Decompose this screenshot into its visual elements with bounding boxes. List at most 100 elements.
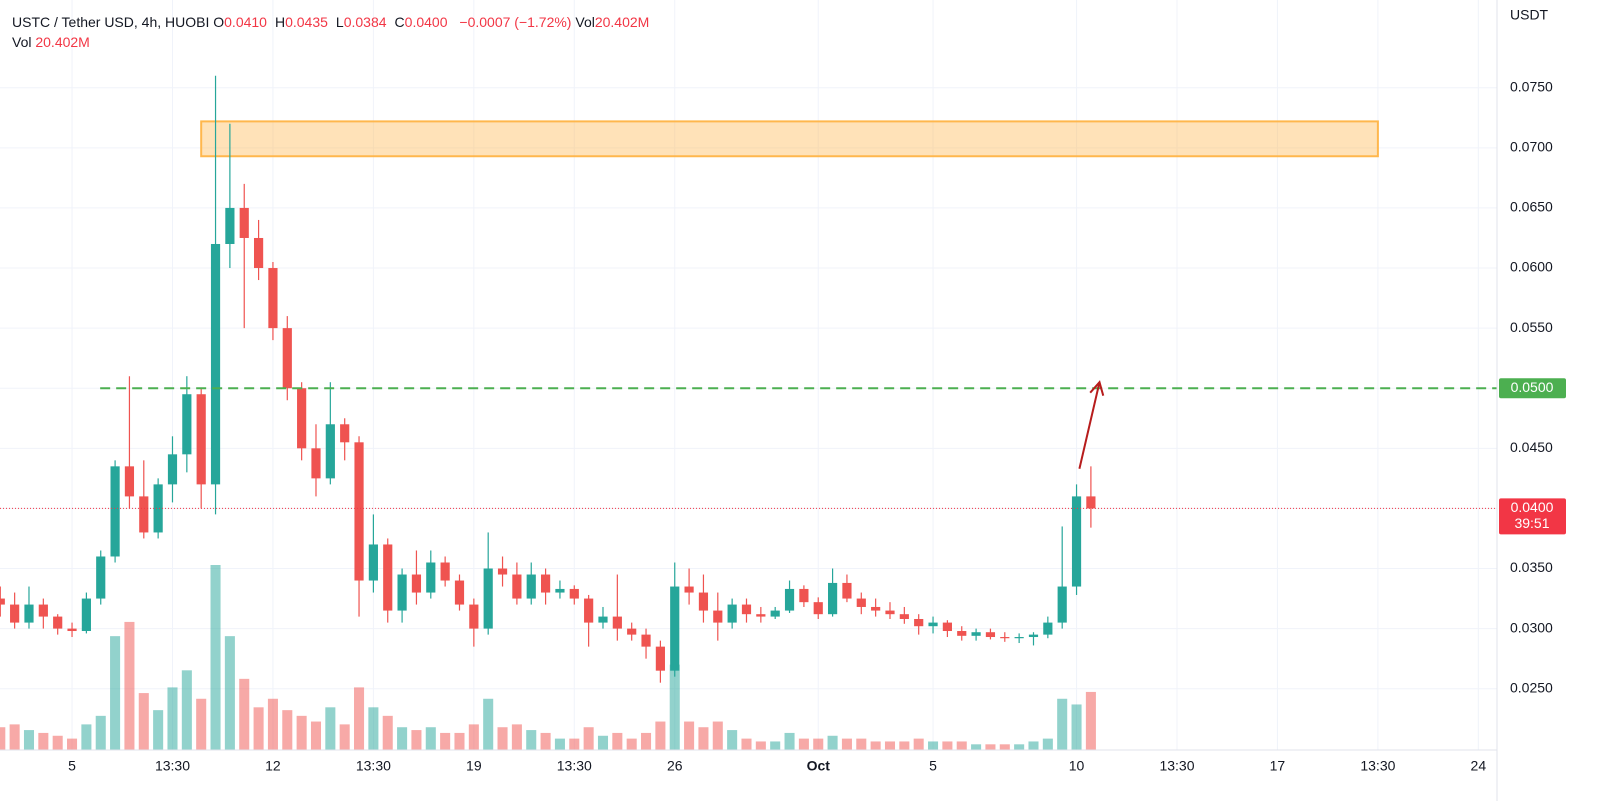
volume-bar bbox=[411, 730, 422, 750]
change: −0.0007 (−1.72%) bbox=[459, 14, 572, 30]
volume-bar bbox=[1014, 744, 1025, 750]
candle-body bbox=[153, 484, 163, 533]
y-tick-label: 0.0650 bbox=[1510, 199, 1553, 215]
candle-body bbox=[655, 646, 665, 671]
volume-bar bbox=[339, 724, 350, 750]
y-tick-label: 0.0550 bbox=[1510, 319, 1553, 335]
volume-bar bbox=[956, 741, 967, 750]
candle-body bbox=[942, 622, 952, 632]
volume-bar bbox=[52, 735, 63, 750]
volume-bar bbox=[483, 698, 494, 750]
candle-body bbox=[297, 388, 307, 449]
level-tag bbox=[1499, 378, 1566, 399]
volume-bar bbox=[1071, 704, 1082, 750]
candle-body bbox=[741, 604, 752, 615]
candle-body bbox=[784, 588, 795, 611]
candle-body bbox=[813, 602, 823, 615]
candle-body bbox=[139, 496, 149, 533]
candle-body bbox=[641, 634, 651, 647]
candle-body bbox=[440, 562, 450, 581]
volume-bar bbox=[440, 732, 451, 750]
candle-body bbox=[914, 618, 924, 627]
volume-bar bbox=[712, 721, 723, 750]
x-tick-label: 13:30 bbox=[1360, 758, 1395, 774]
volume-bar bbox=[684, 721, 695, 750]
volume-bar bbox=[167, 687, 178, 750]
y-tick-label: 0.0300 bbox=[1510, 619, 1553, 635]
volume-bar bbox=[0, 727, 6, 750]
candle-body bbox=[0, 598, 5, 605]
volume-bar bbox=[626, 738, 637, 750]
candle-body bbox=[268, 268, 278, 329]
volume-bar bbox=[138, 693, 149, 750]
ohlc-value: 0.0435 bbox=[285, 14, 328, 30]
ohlc-value: 0.0400 bbox=[404, 14, 448, 30]
volume-bar bbox=[454, 732, 465, 750]
volume-value: 20.402M bbox=[594, 14, 650, 30]
x-tick-label: 13:30 bbox=[155, 758, 190, 774]
candle-body bbox=[96, 556, 106, 599]
candle-body bbox=[182, 394, 192, 455]
x-tick-label: 13:30 bbox=[1159, 758, 1194, 774]
x-tick-label: 10 bbox=[1069, 758, 1085, 774]
volume-bar bbox=[727, 730, 738, 750]
ohlc-label: L bbox=[335, 14, 344, 30]
candle-body bbox=[210, 243, 221, 485]
volume-bar bbox=[95, 715, 106, 750]
volume-bar bbox=[698, 727, 709, 750]
candle-body bbox=[555, 588, 565, 593]
candle-body bbox=[627, 628, 637, 635]
candle-body bbox=[311, 448, 321, 479]
x-tick-label: 24 bbox=[1471, 758, 1487, 774]
volume-bar bbox=[669, 664, 680, 750]
volume-bar bbox=[971, 744, 982, 750]
level-tag-label: 0.0500 bbox=[1511, 379, 1554, 395]
volume-bar bbox=[741, 738, 752, 750]
volume-bar bbox=[382, 715, 393, 750]
candle-body bbox=[756, 614, 766, 617]
volume-bar bbox=[511, 724, 522, 750]
candle-body bbox=[540, 574, 551, 593]
volume-bar bbox=[196, 698, 207, 750]
candle-body bbox=[899, 614, 909, 619]
x-tick-label: 17 bbox=[1270, 758, 1286, 774]
volume-bar bbox=[526, 730, 537, 750]
volume-bar bbox=[181, 670, 192, 750]
volume-bar bbox=[468, 724, 479, 750]
candle-body bbox=[383, 544, 393, 611]
volume-bar bbox=[282, 710, 293, 750]
candle-body bbox=[612, 616, 622, 629]
volume-bar bbox=[856, 738, 867, 750]
candle-body bbox=[368, 544, 378, 581]
candle-body bbox=[38, 604, 48, 617]
candle-body bbox=[282, 328, 292, 389]
volume-bar bbox=[310, 721, 322, 750]
resistance-zone bbox=[200, 120, 1379, 158]
countdown: 39:51 bbox=[1514, 515, 1549, 531]
candle-body bbox=[10, 604, 20, 623]
ohlc-value: 0.0410 bbox=[224, 14, 267, 30]
candle-body bbox=[957, 631, 967, 636]
volume-bar bbox=[569, 738, 580, 750]
candle-body bbox=[1014, 637, 1024, 639]
volume-bar bbox=[153, 710, 164, 750]
candle-body bbox=[67, 628, 77, 632]
volume-bar bbox=[770, 741, 781, 750]
volume-bar bbox=[1042, 738, 1053, 750]
candle-body bbox=[196, 394, 206, 485]
volume-bar bbox=[1085, 691, 1096, 750]
volume-bar bbox=[655, 721, 666, 750]
x-tick-label: Oct bbox=[807, 758, 831, 774]
axes: 0.0250 0.0300 0.0350 0.0400 0.0450 0.0500 0.05… bbox=[68, 78, 1566, 774]
volume-bar bbox=[841, 738, 852, 750]
arrow bbox=[1078, 381, 1101, 469]
candle-body bbox=[928, 622, 938, 627]
x-tick-label: 26 bbox=[667, 758, 683, 774]
candle-body bbox=[971, 632, 981, 636]
candle-body bbox=[325, 424, 335, 479]
candle-body bbox=[584, 598, 594, 623]
candle-body bbox=[1071, 496, 1082, 587]
